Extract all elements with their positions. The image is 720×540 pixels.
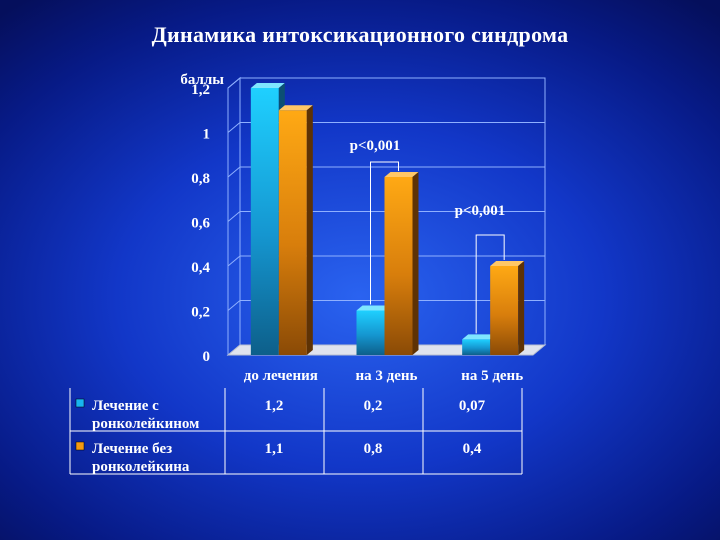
bar-front [490, 266, 519, 355]
annotations-layer: p<0,001 p<0,001 [350, 138, 506, 334]
y-tick-label: 1,2 [191, 82, 210, 98]
legend-label: Лечение с ронколейкином [92, 398, 199, 432]
p-value-annotation: p<0,001 [455, 203, 506, 219]
gridline [227, 77, 545, 89]
bar-front [250, 88, 279, 355]
bar-front [356, 310, 385, 355]
table-value: 0,2 [364, 398, 383, 414]
gridline [227, 300, 545, 311]
y-tick-label: 0 [203, 349, 211, 365]
legend-swatch [75, 441, 85, 451]
legend-swatch [75, 398, 85, 408]
bar [278, 105, 313, 355]
gridline [227, 166, 545, 178]
table-value: 0,4 [463, 441, 482, 457]
gridline [227, 211, 545, 222]
bar-top [462, 334, 497, 340]
table-value: 1,1 [265, 441, 284, 457]
bar-top [278, 105, 313, 111]
bar-front [384, 177, 413, 355]
bar-top [250, 83, 285, 88]
gridline [227, 122, 545, 133]
significance-bracket [370, 161, 399, 305]
bar-top [384, 172, 419, 177]
data-table: Лечение с ронколейкином 1,2 0,2 0,07 Лечение … [69, 388, 523, 475]
legend-label: Лечение без ронколейкина [92, 441, 190, 475]
y-tick-label: 0,8 [191, 171, 210, 187]
y-tick-label: 0,4 [191, 260, 210, 276]
gridline [227, 255, 545, 267]
bar-top [490, 261, 525, 266]
table-value: 0,07 [459, 398, 486, 414]
bar [490, 261, 525, 355]
bars-layer [250, 83, 525, 355]
bar-side [412, 172, 419, 355]
y-tick-label: 0,2 [191, 305, 210, 321]
bar-front [462, 339, 491, 355]
y-axis-label: баллы [180, 72, 224, 88]
x-tick-label: до лечения [244, 368, 318, 384]
bar-side [306, 105, 313, 355]
table-value: 0,8 [364, 441, 383, 457]
bar-front [278, 110, 307, 355]
y-tick-label: 1 [203, 127, 211, 143]
table-value: 1,2 [265, 398, 284, 414]
x-tick-label: на 5 день [461, 368, 523, 384]
bar-side [518, 261, 525, 355]
significance-bracket [475, 234, 505, 334]
chart-title: Динамика интоксикационного синдрома [151, 22, 569, 47]
bar-top [356, 305, 391, 311]
bar [384, 172, 419, 355]
y-tick-label: 0,6 [191, 216, 210, 232]
x-tick-label: на 3 день [356, 368, 418, 384]
p-value-annotation: p<0,001 [350, 138, 401, 154]
